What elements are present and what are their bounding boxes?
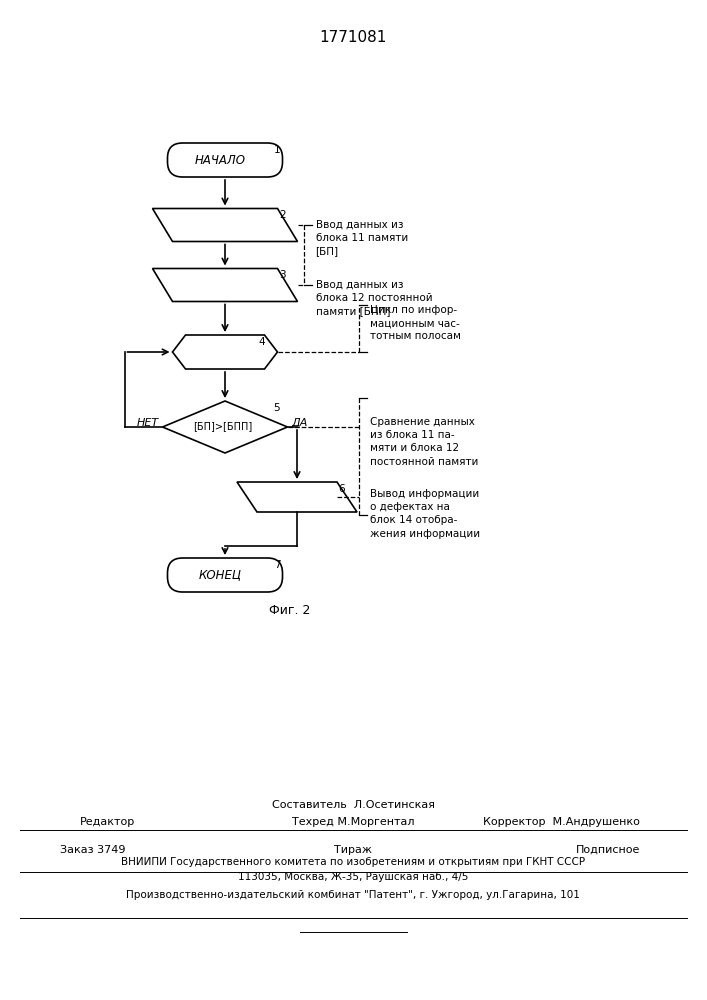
FancyBboxPatch shape xyxy=(168,143,283,177)
Text: Подписное: Подписное xyxy=(575,845,640,855)
Text: Фиг. 2: Фиг. 2 xyxy=(269,603,310,616)
Text: 113035, Москва, Ж-35, Раушская наб., 4/5: 113035, Москва, Ж-35, Раушская наб., 4/5 xyxy=(238,872,468,882)
Text: 6: 6 xyxy=(339,484,345,494)
Polygon shape xyxy=(237,482,357,512)
Text: Ввод данных из
блока 11 памяти
[БП]: Ввод данных из блока 11 памяти [БП] xyxy=(315,220,408,256)
Text: Сравнение данных
из блока 11 па-
мяти и блока 12
постоянной памяти: Сравнение данных из блока 11 па- мяти и … xyxy=(370,417,479,467)
Text: 4: 4 xyxy=(259,337,266,347)
Text: Редактор: Редактор xyxy=(80,817,135,827)
Text: Ввод данных из
блока 12 постоянной
памяти [БПП]: Ввод данных из блока 12 постоянной памят… xyxy=(315,280,432,316)
Text: ВНИИПИ Государственного комитета по изобретениям и открытиям при ГКНТ СССР: ВНИИПИ Государственного комитета по изоб… xyxy=(121,857,585,867)
Polygon shape xyxy=(163,401,288,453)
Text: 1771081: 1771081 xyxy=(320,29,387,44)
Text: Цикл по инфор-
мационным час-
тотным полосам: Цикл по инфор- мационным час- тотным пол… xyxy=(370,305,462,341)
Text: НАЧАЛО: НАЧАЛО xyxy=(194,153,245,166)
Polygon shape xyxy=(153,209,298,241)
Text: ДА: ДА xyxy=(291,418,308,428)
Text: 7: 7 xyxy=(274,560,281,570)
Text: Вывод информации
о дефектах на
блок 14 отобра-
жения информации: Вывод информации о дефектах на блок 14 о… xyxy=(370,489,481,539)
Text: 1: 1 xyxy=(274,145,281,155)
Text: Производственно-издательский комбинат "Патент", г. Ужгород, ул.Гагарина, 101: Производственно-издательский комбинат "П… xyxy=(126,890,580,900)
Text: [БП]>[БПП]: [БП]>[БПП] xyxy=(194,421,252,431)
Polygon shape xyxy=(153,268,298,302)
Text: Техред М.Моргентал: Техред М.Моргентал xyxy=(292,817,414,827)
Text: Тираж: Тираж xyxy=(334,845,372,855)
Text: 5: 5 xyxy=(273,403,279,413)
Text: Заказ 3749: Заказ 3749 xyxy=(60,845,126,855)
Text: Составитель  Л.Осетинская: Составитель Л.Осетинская xyxy=(271,800,435,810)
Text: 2: 2 xyxy=(279,211,286,221)
Text: Корректор  М.Андрушенко: Корректор М.Андрушенко xyxy=(483,817,640,827)
Polygon shape xyxy=(173,335,278,369)
Text: НЕТ: НЕТ xyxy=(136,418,158,428)
Text: КОНЕЦ: КОНЕЦ xyxy=(199,568,242,582)
FancyBboxPatch shape xyxy=(168,558,283,592)
Text: 3: 3 xyxy=(279,270,286,280)
